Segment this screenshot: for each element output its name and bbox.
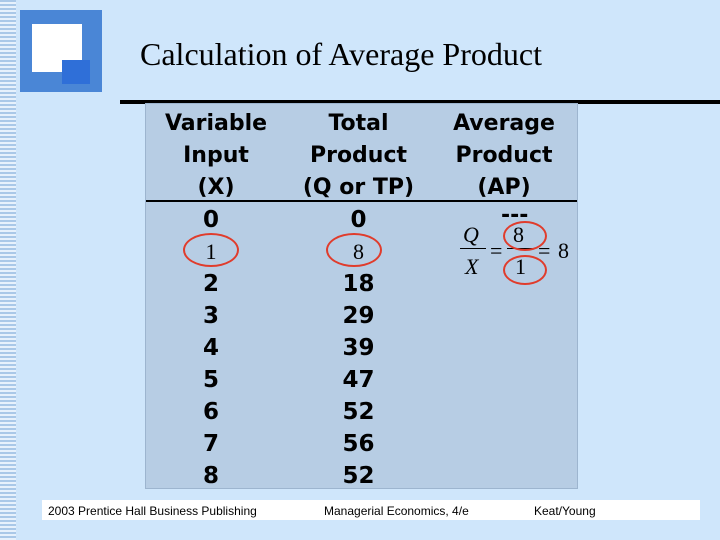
table-cell: 0 bbox=[350, 207, 367, 233]
title-rule bbox=[120, 100, 720, 104]
header-total-product: Total Product (Q or TP) bbox=[286, 108, 431, 204]
table-cell: 39 bbox=[342, 335, 375, 361]
formula-fraction-bar bbox=[460, 248, 486, 249]
header-line: Product bbox=[309, 143, 408, 168]
table-cell: 6 bbox=[202, 399, 219, 425]
table-cell: 8 bbox=[202, 463, 219, 489]
header-divider bbox=[146, 200, 577, 202]
header-line: Average bbox=[453, 111, 555, 136]
footer-authors: Keat/Young bbox=[534, 504, 596, 518]
production-table: Variable Input (X) Total Product (Q or T… bbox=[145, 103, 578, 489]
header-line: (Q or TP) bbox=[302, 175, 415, 200]
formula-result: 8 bbox=[558, 238, 569, 263]
slide-title: Calculation of Average Product bbox=[140, 36, 542, 72]
formula-numerator-symbol: Q bbox=[463, 222, 479, 247]
highlight-oval-input bbox=[183, 233, 239, 267]
table-cell: 52 bbox=[342, 463, 375, 489]
table-cell: 18 bbox=[342, 271, 375, 297]
table-cell: 4 bbox=[202, 335, 219, 361]
header-line: Input bbox=[183, 143, 249, 168]
highlight-oval-formula-numerator bbox=[503, 221, 547, 251]
header-line: Total bbox=[328, 111, 389, 136]
column-total-product: 0 8 18 29 39 47 52 56 52 bbox=[321, 204, 396, 492]
table-cell: 47 bbox=[342, 367, 375, 393]
logo-block-accent bbox=[62, 60, 90, 84]
header-average-product: Average Product (AP) bbox=[431, 108, 577, 204]
table-cell: 3 bbox=[202, 303, 219, 329]
formula-equals: = bbox=[490, 238, 503, 263]
table-cell: 56 bbox=[342, 431, 375, 457]
table-cell: 5 bbox=[202, 367, 219, 393]
left-stripe-decoration bbox=[0, 0, 16, 540]
table-cell: 2 bbox=[202, 271, 219, 297]
slide-logo bbox=[20, 10, 110, 92]
footer-book-title: Managerial Economics, 4/e bbox=[324, 504, 469, 518]
highlight-oval-formula-denominator bbox=[503, 255, 547, 285]
table-cell: 7 bbox=[202, 431, 219, 457]
table-cell: 0 bbox=[202, 207, 219, 233]
header-variable-input: Variable Input (X) bbox=[146, 108, 286, 204]
footer-publisher: 2003 Prentice Hall Business Publishing bbox=[48, 504, 257, 518]
header-line: (X) bbox=[197, 175, 235, 200]
table-header: Variable Input (X) Total Product (Q or T… bbox=[146, 104, 577, 202]
slide-footer: 2003 Prentice Hall Business Publishing M… bbox=[42, 500, 700, 520]
header-line: Product bbox=[455, 143, 553, 168]
table-cell: 29 bbox=[342, 303, 375, 329]
header-line: Variable bbox=[164, 111, 268, 136]
highlight-oval-total bbox=[326, 233, 382, 267]
formula-denominator-symbol: X bbox=[465, 254, 479, 279]
table-cell: 52 bbox=[342, 399, 375, 425]
column-input-x: 0 1 2 3 4 5 6 7 8 bbox=[176, 204, 246, 492]
header-line: (AP) bbox=[477, 175, 531, 200]
